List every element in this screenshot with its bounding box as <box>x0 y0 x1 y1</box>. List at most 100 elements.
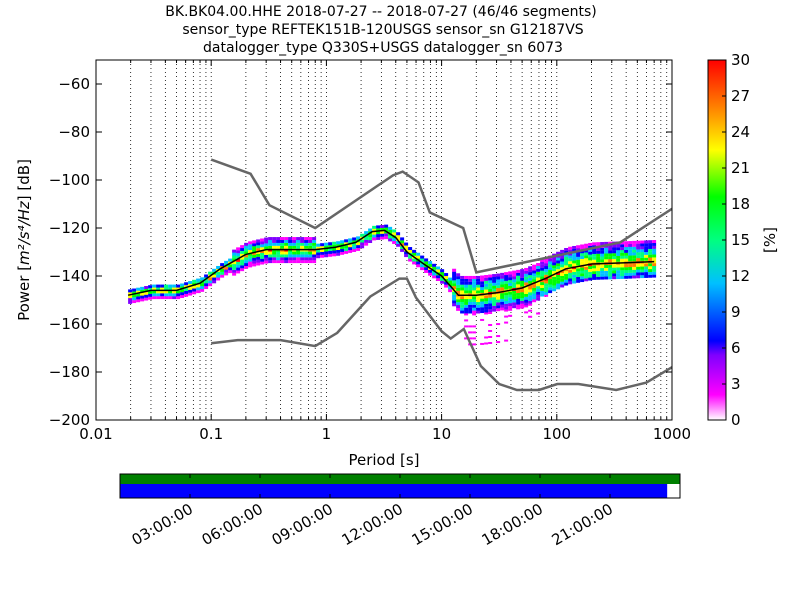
heatmap-cell <box>168 290 173 294</box>
heatmap-cell <box>528 269 533 273</box>
heatmap-cell <box>188 289 193 293</box>
heatmap-cell <box>560 264 565 268</box>
heatmap-cell <box>648 268 653 272</box>
heatmap-cell <box>536 286 541 290</box>
heatmap-cell <box>180 289 185 293</box>
heatmap-cell <box>316 246 321 250</box>
heatmap-cell <box>624 244 629 248</box>
heatmap-cell <box>652 248 657 252</box>
heatmap-cell <box>368 240 373 244</box>
x-tick-label: 0.1 <box>199 425 223 443</box>
heatmap-cell <box>424 267 429 271</box>
heatmap-cell <box>556 263 561 267</box>
heatmap-cell <box>464 301 469 305</box>
heatmap-cell <box>300 242 305 246</box>
heatmap-cell <box>564 273 569 277</box>
heatmap-cell <box>544 266 549 270</box>
heatmap-cell <box>612 253 617 257</box>
heatmap-cell <box>308 254 313 258</box>
heatmap-cell <box>584 266 589 270</box>
heatmap-cell <box>576 274 581 278</box>
heatmap-cell <box>556 257 561 261</box>
heatmap-cell <box>296 237 301 241</box>
heatmap-cell <box>244 263 249 267</box>
heatmap-cell <box>468 310 473 314</box>
heatmap-cell <box>560 278 565 282</box>
heatmap-cell <box>416 255 421 259</box>
heatmap-cell <box>504 300 509 304</box>
heatmap-cell <box>252 251 257 255</box>
heatmap-cell <box>596 247 601 251</box>
heatmap-cell <box>300 257 305 261</box>
heatmap-cell <box>584 246 589 250</box>
heatmap-cell <box>552 276 557 280</box>
heatmap-cell <box>520 289 525 293</box>
heatmap-cell <box>500 287 505 291</box>
heatmap-cell <box>584 252 589 256</box>
heatmap-cell <box>396 235 401 239</box>
heatmap-cell <box>504 303 509 307</box>
heatmap-cell <box>272 251 277 255</box>
heatmap-cell <box>504 272 509 276</box>
heatmap-cell <box>468 304 473 308</box>
heatmap-cell <box>580 261 585 265</box>
heatmap-cell <box>544 289 549 293</box>
heatmap-cell <box>428 272 433 276</box>
heatmap-cell <box>256 259 261 263</box>
heatmap-cell <box>372 228 377 232</box>
heatmap-cell <box>304 251 309 255</box>
heatmap-cell <box>272 260 277 264</box>
heatmap-cell <box>192 285 197 289</box>
heatmap-cell <box>564 253 569 257</box>
heatmap-cell <box>280 239 285 243</box>
heatmap-cell <box>256 248 261 252</box>
heatmap-cell <box>604 250 609 254</box>
heatmap-cell <box>452 268 457 272</box>
heatmap-cell <box>456 304 461 308</box>
heatmap-cell <box>252 257 257 261</box>
heatmap-cell <box>344 247 349 251</box>
y-tick-label: −120 <box>49 219 90 237</box>
heatmap-cell <box>300 239 305 243</box>
y-axis-ticks: −60 −80 −100 −120 −140 −160 −180 −200 <box>49 75 672 429</box>
heatmap-cell <box>272 237 277 241</box>
heatmap-cell <box>620 244 625 248</box>
heatmap-cell <box>280 254 285 258</box>
heatmap-cell <box>588 271 593 275</box>
heatmap-cell <box>584 275 589 279</box>
heatmap-cell <box>460 278 465 282</box>
heatmap-cell <box>240 250 245 254</box>
heatmap-cell <box>212 274 217 278</box>
heatmap-cell <box>508 305 513 309</box>
heatmap-cell <box>584 243 589 247</box>
heatmap-cell <box>596 256 601 260</box>
heatmap-cell <box>280 242 285 246</box>
heatmap-cell <box>576 245 581 249</box>
heatmap-cell <box>504 277 509 281</box>
heatmap-cell <box>588 242 593 246</box>
heatmap-cell <box>536 263 541 267</box>
heatmap-cell <box>496 341 501 344</box>
heatmap-cell <box>280 245 285 249</box>
heatmap-cell <box>608 244 613 248</box>
heatmap-cell <box>544 286 549 290</box>
heatmap-cell <box>540 290 545 294</box>
heatmap-cell <box>472 296 477 300</box>
heatmap-cell <box>460 298 465 302</box>
heatmap-cell <box>528 266 533 270</box>
heatmap-cell <box>588 245 593 249</box>
heatmap-cell <box>540 273 545 277</box>
chart-title-line-3: datalogger_type Q330S+USGS datalogger_sn… <box>203 40 563 56</box>
heatmap-cell <box>240 262 245 266</box>
heatmap-cell <box>268 242 273 246</box>
heatmap-cell <box>604 267 609 271</box>
heatmap-cell <box>180 283 185 287</box>
heatmap-cell <box>496 305 501 309</box>
y-axis-label-pre: Power [ <box>15 265 33 321</box>
heatmap-cell <box>468 278 473 282</box>
heatmap-cell <box>536 283 541 287</box>
heatmap-cell <box>492 288 497 292</box>
heatmap-cell <box>652 265 657 269</box>
heatmap-cell <box>152 284 157 288</box>
heatmap-cell <box>584 261 589 265</box>
